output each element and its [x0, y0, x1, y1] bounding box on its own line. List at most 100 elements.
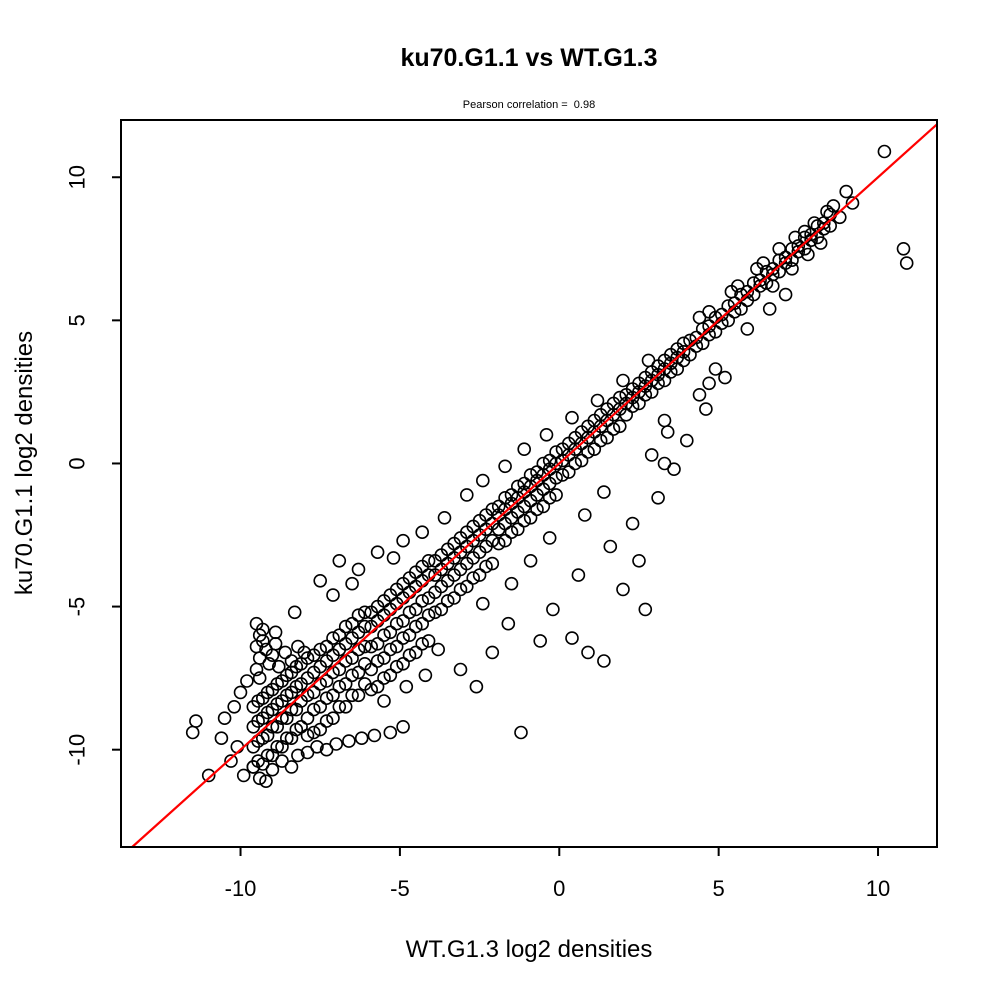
data-point: [896, 242, 911, 256]
data-point: [332, 679, 347, 694]
data-point: [255, 634, 270, 648]
data-point: [383, 625, 398, 640]
data-point: [367, 728, 382, 743]
data-point: [523, 510, 538, 525]
data-point: [657, 456, 672, 471]
data-point: [364, 662, 379, 677]
data-point: [415, 525, 430, 540]
data-point: [469, 679, 484, 694]
data-point: [396, 631, 410, 645]
data-point: [421, 553, 436, 568]
data-point: [765, 279, 780, 293]
data-point: [370, 545, 385, 560]
data-point: [459, 488, 474, 502]
data-point: [345, 688, 359, 703]
data-point: [342, 734, 356, 748]
data-point: [561, 465, 576, 479]
data-point: [230, 739, 245, 754]
data-point: [313, 573, 328, 588]
data-point: [345, 651, 359, 665]
data-point: [440, 594, 455, 608]
data-point: [714, 307, 729, 322]
data-point: [530, 502, 544, 517]
y-tick-label: 5: [65, 314, 90, 326]
data-point: [345, 616, 359, 631]
data-point: [466, 571, 481, 585]
data-point: [577, 508, 592, 522]
data-point: [517, 476, 532, 491]
data-point: [313, 722, 328, 737]
data-point: [485, 645, 500, 660]
x-tick-label: -5: [390, 876, 410, 901]
data-point: [268, 625, 283, 640]
data-point: [383, 725, 398, 740]
data-point: [185, 725, 200, 740]
data-point: [699, 402, 713, 416]
data-point: [542, 490, 557, 505]
data-point: [533, 634, 548, 648]
data-point: [345, 668, 359, 683]
data-point: [612, 419, 627, 434]
data-point: [530, 465, 544, 479]
identity-line: [131, 123, 938, 848]
data-point: [762, 302, 777, 316]
data-point: [402, 648, 417, 663]
data-point: [839, 184, 854, 199]
data-point: [268, 636, 283, 651]
data-point: [389, 616, 404, 631]
data-point: [319, 714, 334, 728]
data-point: [536, 499, 551, 514]
data-point: [319, 639, 334, 654]
data-point: [651, 376, 665, 391]
data-point: [294, 719, 308, 734]
data-point: [581, 445, 595, 459]
data-point: [651, 490, 665, 505]
data-point: [708, 362, 723, 376]
data-point: [791, 244, 806, 259]
data-point: [310, 739, 324, 754]
data-point: [539, 427, 554, 442]
data-point: [364, 639, 379, 654]
data-point: [338, 699, 353, 714]
data-point: [252, 671, 267, 685]
chart-title: ku70.G1.1 vs WT.G1.3: [400, 44, 658, 72]
data-point: [402, 605, 417, 620]
data-point: [217, 711, 232, 726]
data-point: [702, 304, 716, 319]
data-point: [603, 539, 618, 554]
data-point: [364, 682, 379, 697]
data-point: [638, 602, 653, 617]
data-point: [565, 410, 579, 425]
data-point: [357, 639, 372, 654]
data-point: [408, 602, 423, 617]
data-point: [383, 642, 398, 657]
data-point: [590, 393, 605, 408]
data-point: [692, 387, 707, 402]
data-point: [523, 468, 538, 482]
data-point: [600, 430, 614, 445]
data-point: [807, 216, 822, 230]
data-point: [270, 739, 285, 754]
data-point: [625, 516, 640, 531]
data-point: [351, 608, 366, 623]
data-point: [724, 284, 739, 299]
data-point: [306, 702, 321, 717]
data-point: [597, 485, 611, 499]
data-point: [485, 533, 500, 548]
y-tick-label: 0: [65, 457, 90, 469]
data-point: [377, 628, 391, 643]
data-point: [785, 261, 799, 276]
data-point: [453, 582, 468, 597]
data-point: [498, 490, 512, 505]
data-point: [351, 688, 366, 703]
data-point: [428, 605, 442, 620]
data-point: [377, 671, 391, 685]
data-point: [399, 679, 414, 694]
data-point: [354, 731, 369, 746]
data-point: [300, 651, 315, 665]
data-point: [504, 576, 519, 591]
data-point: [549, 470, 563, 485]
data-point: [702, 376, 716, 391]
data-point: [517, 442, 532, 457]
